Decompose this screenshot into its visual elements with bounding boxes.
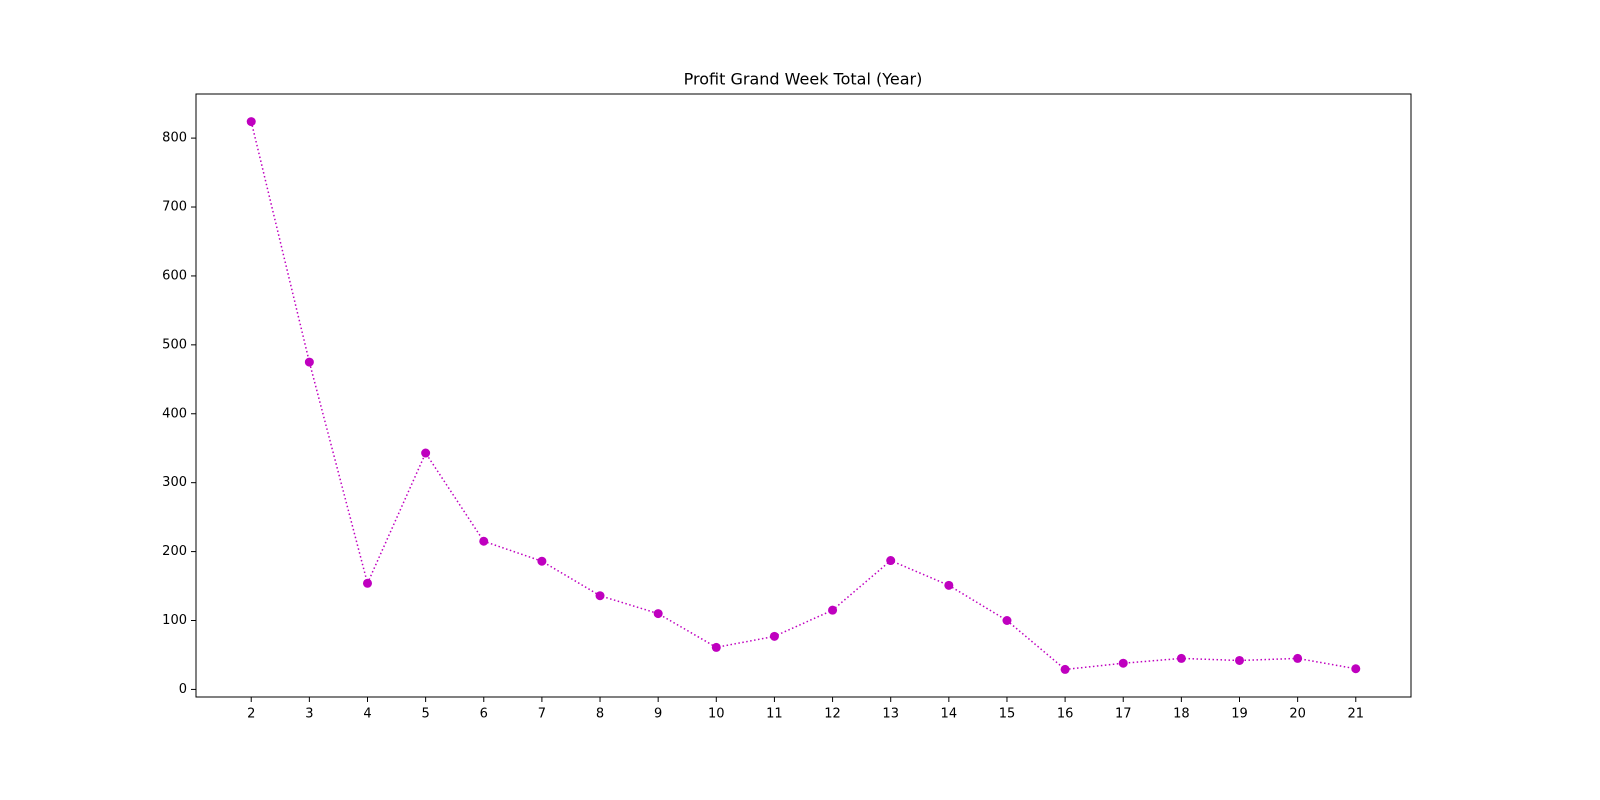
x-tick-label: 21 [1347, 707, 1364, 722]
y-tick-label: 0 [179, 682, 187, 697]
x-tick-label: 17 [1115, 707, 1132, 722]
axes-frame [195, 93, 1412, 698]
marker [537, 556, 547, 566]
x-tick-label: 9 [654, 707, 662, 722]
x-tick-label: 11 [766, 707, 783, 722]
y-tick-label: 700 [162, 200, 187, 215]
chart-title: Profit Grand Week Total (Year) [684, 70, 923, 89]
marker [304, 357, 314, 367]
x-tick-label: 10 [708, 707, 725, 722]
marker [828, 605, 838, 615]
marker [246, 117, 256, 127]
y-tick-label: 200 [162, 544, 187, 559]
marker [479, 536, 489, 546]
x-tick-label: 16 [1057, 707, 1074, 722]
marker [1176, 653, 1186, 663]
x-tick-label: 2 [247, 707, 255, 722]
marker [1060, 664, 1070, 674]
x-tick-label: 12 [824, 707, 841, 722]
marker [1293, 653, 1303, 663]
x-tick-label: 14 [941, 707, 958, 722]
marker [886, 556, 896, 566]
x-tick-label: 6 [480, 707, 488, 722]
marker [769, 631, 779, 641]
x-tick-label: 4 [363, 707, 371, 722]
line [250, 121, 1356, 671]
marker [1351, 664, 1361, 674]
y-tick-label: 100 [162, 613, 187, 628]
x-tick-label: 13 [882, 707, 899, 722]
x-tick-label: 18 [1173, 707, 1190, 722]
marker [421, 448, 431, 458]
x-tick-label: 3 [305, 707, 313, 722]
marker [1002, 616, 1012, 626]
x-tick-label: 15 [999, 707, 1016, 722]
x-tick-label: 8 [596, 707, 604, 722]
marker [711, 642, 721, 652]
y-tick-label: 300 [162, 475, 187, 490]
marker [1118, 658, 1128, 668]
x-tick-label: 5 [421, 707, 429, 722]
marker [944, 580, 954, 590]
x-tick-label: 19 [1231, 707, 1248, 722]
y-tick-label: 400 [162, 406, 187, 421]
marker [653, 609, 663, 619]
x-tick-label: 7 [538, 707, 546, 722]
marker [362, 578, 372, 588]
y-tick-label: 800 [162, 131, 187, 146]
marker [595, 591, 605, 601]
x-tick-label: 20 [1289, 707, 1306, 722]
y-tick-label: 600 [162, 268, 187, 283]
marker [1235, 655, 1245, 665]
y-tick-label: 500 [162, 337, 187, 352]
